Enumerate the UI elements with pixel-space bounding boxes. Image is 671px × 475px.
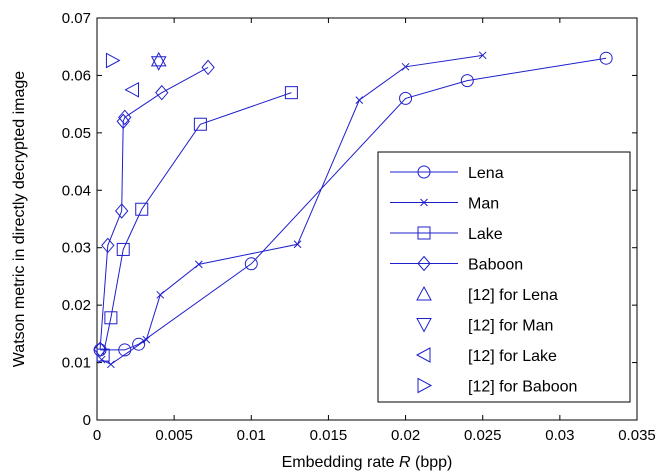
legend-marker-lake <box>417 226 431 240</box>
data-point-lena <box>132 337 146 351</box>
data-point-lake <box>96 348 110 362</box>
legend: Lena Man Lake Baboon [12] for Lena [12] for M… <box>377 151 631 403</box>
y-tick-label: 0.02 <box>62 297 91 314</box>
data-point-12-for-man <box>150 56 167 71</box>
data-point-baboon <box>201 59 215 76</box>
legend-marker-man <box>420 198 428 207</box>
legend-marker-12-for-man <box>416 318 432 333</box>
data-point-lake <box>104 311 118 325</box>
legend-entry-lake: Lake <box>390 226 503 243</box>
data-point-12-for-baboon <box>105 52 121 69</box>
x-axis-label-prefix: Embedding rate <box>282 454 399 471</box>
data-point-baboon <box>116 113 130 130</box>
legend-marker-12-for-lake <box>415 347 431 363</box>
series-man <box>97 51 487 369</box>
data-point-lena <box>599 51 613 65</box>
x-axis-label-suffix: (bpp) <box>411 454 453 471</box>
data-point-lake <box>135 202 149 216</box>
data-point-man <box>156 290 165 299</box>
y-tick-label: 0.03 <box>62 240 91 257</box>
legend-entry-12-for-lena: [12] for Lena <box>416 285 558 304</box>
y-tick-label: 0 <box>83 412 91 429</box>
legend-marker-12-for-lena <box>416 285 432 301</box>
data-point-lena <box>399 91 413 105</box>
legend-label-lena: Lena <box>468 165 504 182</box>
y-tick-label: 0.05 <box>62 125 91 142</box>
legend-entry-lena: Lena <box>390 165 504 182</box>
x-tick-label: 0.025 <box>464 427 502 444</box>
legend-marker-baboon <box>417 255 431 272</box>
data-point-man <box>401 62 410 71</box>
x-tick-label: 0 <box>93 427 101 444</box>
legend-entry-12-for-man: [12] for Man <box>416 318 553 335</box>
legend-label-baboon: Baboon <box>468 257 523 274</box>
data-point-man <box>355 96 364 104</box>
data-point-lena <box>460 74 474 88</box>
data-point-baboon <box>93 341 107 358</box>
data-point-lake <box>116 242 130 256</box>
legend-entry-baboon: Baboon <box>390 255 523 274</box>
series-12-for-lake <box>124 81 139 98</box>
data-point-lake <box>193 117 207 131</box>
legend-label-12-for-man: [12] for Man <box>468 318 553 335</box>
legend-entry-12-for-lake: [12] for Lake <box>415 347 557 365</box>
data-point-12-for-lena <box>150 51 167 67</box>
legend-marker-12-for-baboon <box>417 377 433 394</box>
y-tick-label: 0.07 <box>62 10 91 27</box>
series-baboon <box>93 59 215 358</box>
x-axis-label-variable: R <box>399 454 411 471</box>
series-line-baboon <box>99 66 209 350</box>
x-tick-label: 0.03 <box>545 427 574 444</box>
legend-label-12-for-lake: [12] for Lake <box>468 348 557 365</box>
legend-entry-12-for-baboon: [12] for Baboon <box>417 377 577 396</box>
data-point-12-for-lake <box>124 81 139 98</box>
data-point-baboon <box>101 237 115 254</box>
x-tick-label: 0.005 <box>155 427 193 444</box>
legend-label-12-for-baboon: [12] for Baboon <box>468 379 577 396</box>
data-point-man <box>478 51 487 60</box>
data-point-man <box>97 355 106 364</box>
legend-marker-lena <box>417 165 431 179</box>
data-point-lake <box>284 86 298 100</box>
data-point-baboon <box>115 203 129 219</box>
legend-label-12-for-lena: [12] for Lena <box>468 287 558 304</box>
series-12-for-baboon <box>105 52 121 69</box>
data-point-man <box>194 260 203 269</box>
x-tick-label: 0.035 <box>618 427 656 444</box>
series-12-for-lena <box>150 51 167 67</box>
data-point-man <box>293 240 302 249</box>
y-tick-label: 0.04 <box>62 182 91 199</box>
data-point-man <box>142 335 151 344</box>
series-12-for-man <box>150 56 167 71</box>
y-tick-label: 0.06 <box>62 67 91 84</box>
series-lake <box>96 86 298 362</box>
data-point-baboon <box>118 109 132 126</box>
plot-series <box>93 51 613 369</box>
x-axis-label: Embedding rate R (bpp) <box>282 454 453 471</box>
legend-label-man: Man <box>468 196 499 213</box>
data-point-baboon <box>155 84 169 101</box>
legend-label-lake: Lake <box>468 226 503 243</box>
y-tick-label: 0.01 <box>62 355 91 372</box>
legend-entry-man: Man <box>390 196 499 213</box>
x-tick-label: 0.015 <box>310 427 348 444</box>
series-line-lena <box>100 57 607 351</box>
data-point-man <box>107 360 115 369</box>
x-tick-label: 0.02 <box>391 427 420 444</box>
x-tick-label: 0.01 <box>237 427 266 444</box>
data-point-lena <box>244 257 258 271</box>
legend-box <box>377 151 631 403</box>
y-axis-label: Watson metric in directly decrypted imag… <box>11 71 28 368</box>
